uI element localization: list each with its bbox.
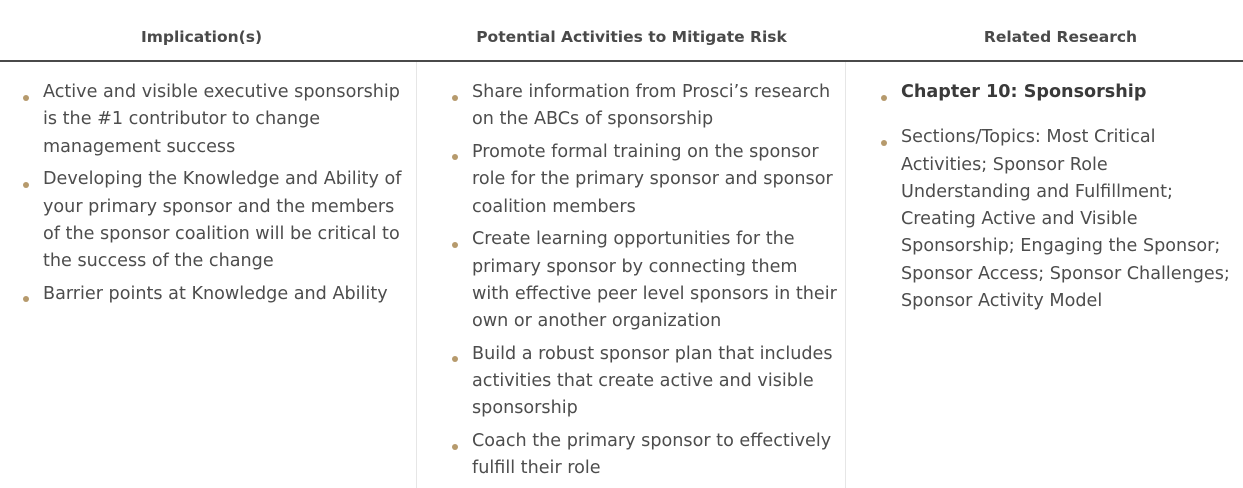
list-item-text: Build a robust sponsor plan that include… [472, 343, 833, 419]
research-list: Chapter 10: Sponsorship Sections/Topics:… [881, 79, 1239, 315]
list-item: Promote formal training on the sponsor r… [452, 139, 838, 221]
list-item: Chapter 10: Sponsorship [881, 79, 1239, 106]
list-item: Coach the primary sponsor to effectively… [452, 428, 838, 483]
header-related-research: Related Research [983, 28, 1138, 46]
column-divider [845, 62, 846, 488]
implications-cell: Active and visible executive sponsorship… [23, 79, 413, 314]
list-item: Build a robust sponsor plan that include… [452, 341, 838, 423]
list-item-text: Sections/Topics: Most Critical Activitie… [901, 127, 1230, 312]
activities-cell: Share information from Prosci’s research… [452, 79, 838, 488]
list-item: Barrier points at Knowledge and Ability [23, 281, 413, 308]
bullet-icon [452, 94, 458, 101]
research-cell: Chapter 10: Sponsorship Sections/Topics:… [881, 79, 1239, 321]
column-divider [416, 62, 417, 488]
bullet-icon [452, 443, 458, 450]
list-item-text: Barrier points at Knowledge and Ability [43, 283, 388, 304]
implications-list: Active and visible executive sponsorship… [23, 79, 413, 308]
list-item-text: Promote formal training on the sponsor r… [472, 141, 833, 217]
list-item-text: Create learning opportunities for the pr… [472, 229, 837, 332]
bullet-icon [881, 139, 887, 146]
bullet-icon [881, 94, 887, 101]
table-header-row: Implication(s) Potential Activities to M… [0, 0, 1243, 62]
list-item: Create learning opportunities for the pr… [452, 226, 838, 335]
header-activities: Potential Activities to Mitigate Risk [476, 28, 787, 46]
list-item: Sections/Topics: Most Critical Activitie… [881, 124, 1239, 315]
activities-list: Share information from Prosci’s research… [452, 79, 838, 483]
list-item: Developing the Knowledge and Ability of … [23, 166, 413, 275]
bullet-icon [23, 94, 29, 101]
list-item: Active and visible executive sponsorship… [23, 79, 413, 161]
list-item-text: Share information from Prosci’s research… [472, 82, 831, 130]
list-item: Share information from Prosci’s research… [452, 79, 838, 134]
list-item-text: Developing the Knowledge and Ability of … [43, 169, 402, 272]
list-item-text: Coach the primary sponsor to effectively… [472, 431, 832, 479]
chapter-title: Chapter 10: Sponsorship [901, 82, 1147, 102]
list-item-text: Active and visible executive sponsorship… [43, 82, 400, 157]
bullet-icon [452, 154, 458, 161]
header-implications: Implication(s) [140, 28, 263, 46]
bullet-icon [452, 356, 458, 363]
bullet-icon [23, 296, 29, 303]
bullet-icon [452, 241, 458, 248]
bullet-icon [23, 181, 29, 188]
